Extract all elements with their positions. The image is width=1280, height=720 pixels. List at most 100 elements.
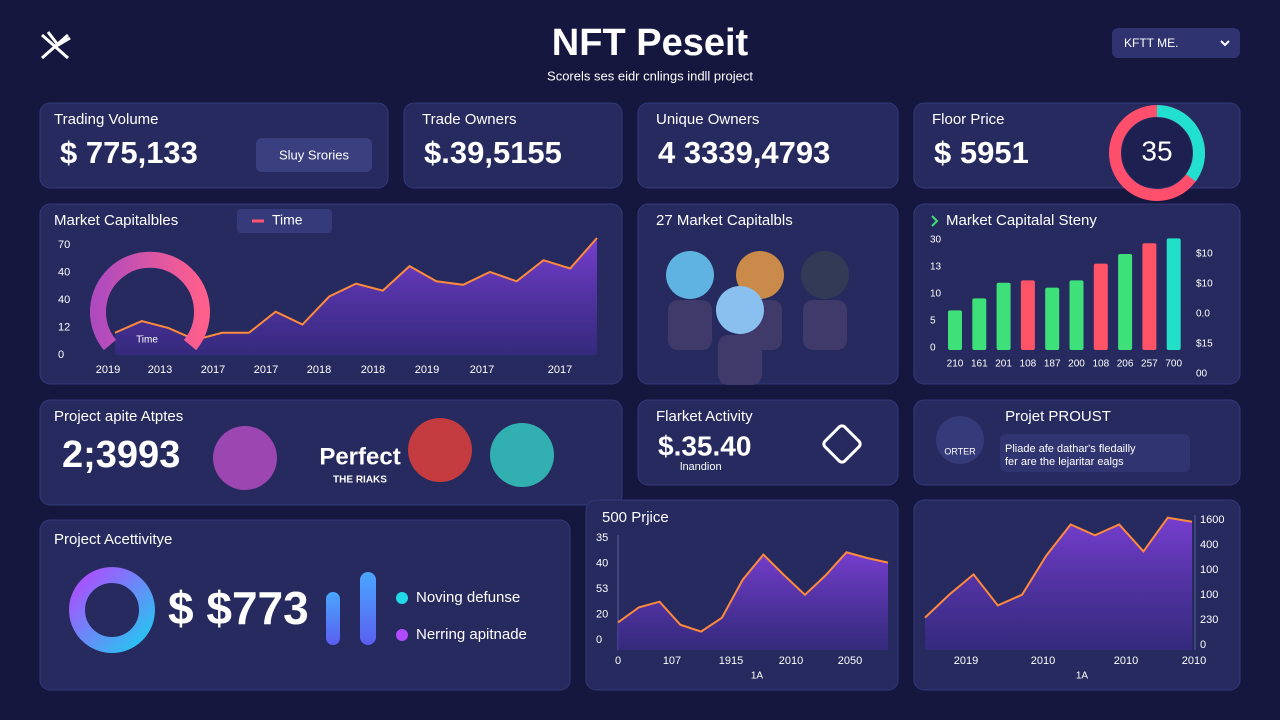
chevron-icon <box>931 215 939 227</box>
x-tick-label: 2018 <box>361 364 385 376</box>
character-head <box>736 251 784 299</box>
x-tick-label: 1915 <box>719 655 743 667</box>
x-tick-label: 700 <box>1165 359 1182 370</box>
bar <box>996 282 1011 350</box>
bar <box>1069 280 1084 350</box>
card-title: Project Acettivitye <box>54 531 172 548</box>
area-fill <box>618 552 888 650</box>
legend-dot <box>396 629 408 641</box>
y-tick-label: 13 <box>930 262 942 273</box>
character-head <box>666 251 714 299</box>
y-tick-label: 30 <box>930 235 942 246</box>
project-value: 2;3993 <box>62 434 180 476</box>
x-tick-label: 2017 <box>201 364 225 376</box>
y-tick-label: 40 <box>58 266 70 278</box>
y2-tick-label: 0 <box>1200 639 1206 651</box>
y-tick-label: 5 <box>930 316 936 327</box>
area-fill <box>925 517 1192 650</box>
stat-value: $ 5951 <box>934 135 1029 170</box>
x-tick-label: 2019 <box>415 364 439 376</box>
y-tick-label: 70 <box>58 239 70 251</box>
logo-text: Perfect <box>319 443 400 470</box>
mini-bar <box>360 572 376 645</box>
card <box>637 102 899 189</box>
logo-icon <box>41 31 71 60</box>
character-head <box>716 286 764 334</box>
y-tick-label: 10 <box>930 289 942 300</box>
stat-value: 4 3339,4793 <box>658 135 830 170</box>
legend-dot <box>396 592 408 604</box>
dropdown[interactable] <box>1112 28 1240 58</box>
x-axis-label: 1A <box>1076 671 1089 682</box>
y-tick-label: 35 <box>596 532 608 544</box>
bar <box>948 310 962 350</box>
gauge-arc <box>1109 105 1205 201</box>
x-tick-label: 2010 <box>1114 655 1138 667</box>
character-body <box>668 300 712 350</box>
card <box>39 399 623 506</box>
gauge-inner <box>1122 118 1192 188</box>
legend-label: Noving defunse <box>416 589 520 606</box>
stat-value: $ 775,133 <box>60 135 198 170</box>
character-art <box>408 418 472 482</box>
character-head <box>801 251 849 299</box>
bar <box>1118 254 1133 350</box>
stat-label: Unique Owners <box>656 111 759 128</box>
x-tick-label: 108 <box>1092 359 1109 370</box>
activity-icon <box>822 424 862 464</box>
bar <box>1045 287 1060 350</box>
y-tick-label: 53 <box>596 583 608 595</box>
stat-label: Trading Volume <box>54 111 159 128</box>
x-tick-label: 108 <box>1020 359 1037 370</box>
bar <box>972 298 987 350</box>
x-tick-label: 257 <box>1141 359 1158 370</box>
x-tick-label: 187 <box>1044 359 1061 370</box>
y2-tick-label: $10 <box>1196 279 1213 290</box>
text-line: fer are the lejaritar ealgs <box>1005 456 1124 468</box>
activity-value: $.35.40 <box>658 430 751 461</box>
character-body <box>718 335 762 385</box>
stat-label: Trade Owners <box>422 111 516 128</box>
gauge-value: 35 <box>1141 135 1172 166</box>
bar <box>1142 243 1157 350</box>
y-tick-label: 0 <box>930 343 936 354</box>
card-title: Market Capitalbles <box>54 212 178 229</box>
y2-tick-label: 1600 <box>1200 514 1224 526</box>
card <box>637 399 899 486</box>
x-tick-label: 2018 <box>307 364 331 376</box>
x-tick-label: 2010 <box>779 655 803 667</box>
bar <box>1093 263 1108 350</box>
y-tick-label: 0 <box>58 349 64 361</box>
character-art <box>490 423 554 487</box>
y2-tick-label: 100 <box>1200 589 1218 601</box>
area-line <box>924 516 1193 619</box>
y-tick-label: 0 <box>596 634 602 646</box>
x-tick-label: 2017 <box>548 364 572 376</box>
y-tick-label: 12 <box>58 321 70 333</box>
card-title: Market Capitalal Steny <box>946 212 1097 229</box>
card <box>39 519 571 691</box>
button-label: Sluy Srories <box>279 147 350 162</box>
legend-pill <box>237 209 332 233</box>
y2-tick-label: 0.0 <box>1196 309 1210 320</box>
x-tick-label: 2019 <box>96 364 120 376</box>
legend-label: Time <box>272 212 303 228</box>
y2-tick-label: 100 <box>1200 564 1218 576</box>
x-tick-label: 107 <box>663 655 681 667</box>
character-art <box>213 426 277 490</box>
x-tick-label: 200 <box>1068 359 1085 370</box>
gauge-label: Time <box>136 335 158 346</box>
y-tick-label: 40 <box>58 294 70 306</box>
card-title: Flarket Activity <box>656 408 753 425</box>
y2-tick-label: 230 <box>1200 614 1218 626</box>
icon-badge <box>936 416 984 464</box>
legend-label: Nerring apitnade <box>416 626 527 643</box>
donut <box>69 567 155 653</box>
button[interactable] <box>256 138 372 172</box>
dropdown-label: KFTT ME. <box>1124 36 1178 50</box>
logo-text: THE RIAKS <box>333 475 387 486</box>
x-tick-label: 2013 <box>148 364 172 376</box>
x-tick-label: 206 <box>1117 359 1134 370</box>
caption: lnandion <box>680 461 722 473</box>
